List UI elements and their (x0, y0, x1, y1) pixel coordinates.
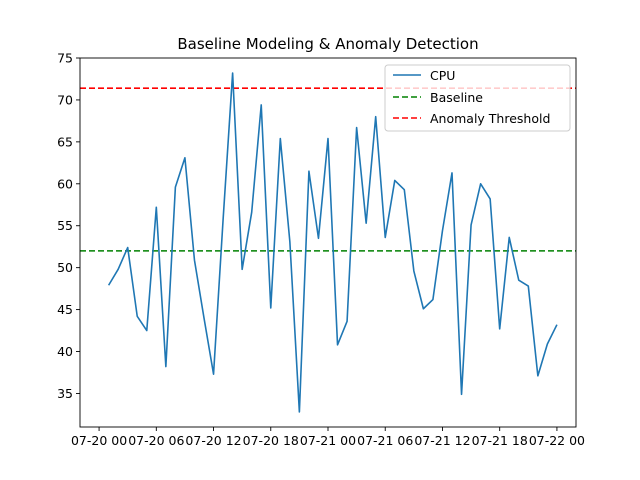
axis-ticks: 07-20 00 07-20 06 07-20 12 07-20 18 07-21 00… (57, 51, 585, 449)
x-tick-label: 07-21 18 (472, 433, 528, 448)
legend: CPU Baseline Anomaly Threshold (384, 64, 571, 132)
x-tick-label: 07-21 06 (357, 433, 413, 448)
y-tick-label: 40 (57, 344, 73, 359)
legend-label-threshold: Anomaly Threshold (430, 111, 550, 126)
y-tick-label: 35 (57, 386, 73, 401)
plot-area (80, 72, 576, 413)
x-tick-label: 07-20 06 (128, 433, 184, 448)
y-tick-label: 55 (57, 218, 73, 233)
x-tick-label: 07-21 12 (414, 433, 470, 448)
legend-label-cpu: CPU (430, 68, 455, 83)
x-tick-label: 07-22 00 (529, 433, 585, 448)
y-tick-label: 70 (57, 92, 73, 107)
legend-label-baseline: Baseline (430, 90, 483, 105)
series-line-cpu (107, 72, 558, 413)
x-tick-label: 07-20 18 (243, 433, 299, 448)
y-tick-label: 50 (57, 260, 73, 275)
y-tick-label: 65 (57, 134, 73, 149)
y-tick-label: 75 (57, 51, 73, 66)
legend-box (384, 64, 571, 132)
x-tick-label: 07-20 12 (185, 433, 241, 448)
y-tick-label: 45 (57, 302, 73, 317)
x-tick-label: 07-21 00 (300, 433, 356, 448)
chart-title: Baseline Modeling & Anomaly Detection (177, 35, 478, 53)
y-tick-label: 60 (57, 176, 73, 191)
x-tick-label: 07-20 00 (71, 433, 127, 448)
